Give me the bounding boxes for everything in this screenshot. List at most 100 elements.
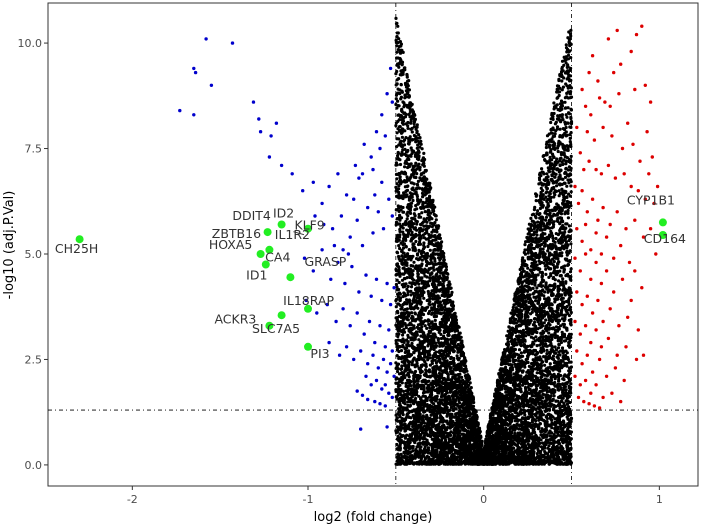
ns-point bbox=[541, 392, 545, 396]
ns-point bbox=[566, 168, 570, 172]
ns-point bbox=[552, 394, 556, 398]
ns-point bbox=[548, 208, 552, 212]
ns-point bbox=[408, 396, 413, 400]
ns-point bbox=[569, 154, 573, 158]
ns-point bbox=[395, 145, 399, 149]
ns-point bbox=[550, 152, 555, 156]
ns-point bbox=[414, 239, 418, 244]
plot-border bbox=[47, 2, 699, 487]
ns-point bbox=[406, 400, 410, 404]
ns-point bbox=[568, 140, 572, 144]
ns-point bbox=[569, 190, 573, 194]
ns-point bbox=[564, 130, 568, 134]
ns-point bbox=[433, 259, 437, 263]
ns-point bbox=[428, 248, 432, 252]
ns-point bbox=[396, 99, 400, 103]
ns-point bbox=[394, 299, 398, 303]
ns-point bbox=[422, 433, 427, 438]
data-points bbox=[75, 16, 667, 466]
ns-point bbox=[423, 324, 427, 328]
ns-point bbox=[563, 106, 568, 110]
ns-point bbox=[552, 191, 556, 195]
ns-point bbox=[563, 202, 567, 206]
ns-point bbox=[541, 413, 546, 417]
ns-point bbox=[567, 165, 572, 169]
ns-point bbox=[429, 347, 433, 351]
ns-point bbox=[407, 248, 411, 252]
ns-point bbox=[395, 309, 400, 313]
ns-point bbox=[524, 274, 528, 278]
ns-point bbox=[545, 348, 549, 352]
ns-point bbox=[423, 210, 427, 214]
ns-point bbox=[534, 335, 538, 339]
ns-point bbox=[395, 344, 399, 349]
ns-point bbox=[567, 192, 571, 196]
ns-point bbox=[560, 209, 564, 213]
ns-point bbox=[563, 313, 568, 317]
ns-point bbox=[541, 154, 545, 158]
ns-point bbox=[521, 328, 526, 332]
ns-point bbox=[564, 43, 568, 47]
ns-point bbox=[543, 450, 547, 454]
ns-point bbox=[420, 276, 424, 280]
ns-point bbox=[394, 341, 398, 345]
ns-point bbox=[544, 142, 549, 146]
ns-point bbox=[401, 333, 405, 337]
ns-point bbox=[524, 240, 528, 244]
ns-point bbox=[418, 168, 422, 172]
ns-point bbox=[409, 338, 413, 342]
ns-point bbox=[567, 318, 571, 322]
ns-point bbox=[394, 97, 398, 101]
ns-point bbox=[539, 174, 543, 178]
ns-point bbox=[411, 198, 415, 203]
ns-point bbox=[403, 165, 407, 169]
ns-point bbox=[461, 432, 465, 436]
ns-point bbox=[562, 404, 567, 408]
ns-point bbox=[412, 260, 416, 264]
ns-point bbox=[565, 91, 569, 95]
ns-point bbox=[428, 325, 432, 330]
ns-point bbox=[439, 344, 443, 348]
ns-point bbox=[566, 106, 570, 110]
ns-point bbox=[409, 239, 413, 243]
ns-point bbox=[406, 91, 410, 95]
ns-point bbox=[538, 224, 542, 228]
ns-point bbox=[472, 400, 476, 405]
ns-point bbox=[528, 296, 532, 300]
ns-point bbox=[420, 325, 424, 329]
ns-point bbox=[564, 388, 568, 392]
ns-point bbox=[557, 279, 561, 283]
ns-point bbox=[559, 444, 563, 448]
ns-point bbox=[398, 162, 403, 167]
ns-point bbox=[407, 411, 411, 415]
ns-point bbox=[419, 139, 423, 143]
ns-point bbox=[538, 206, 543, 211]
ns-point bbox=[418, 230, 422, 234]
ns-point bbox=[527, 388, 531, 392]
ns-point bbox=[555, 125, 560, 129]
ns-point bbox=[569, 86, 574, 90]
ns-point bbox=[397, 104, 401, 108]
ns-point bbox=[529, 216, 533, 220]
ns-point bbox=[520, 315, 524, 319]
ns-point bbox=[402, 389, 406, 393]
ns-point bbox=[540, 274, 545, 278]
not-significant-cloud bbox=[394, 16, 574, 466]
ns-point bbox=[560, 254, 564, 258]
ns-point bbox=[552, 212, 556, 216]
ns-point bbox=[514, 293, 518, 297]
ns-point bbox=[517, 453, 521, 457]
ns-point bbox=[412, 226, 416, 230]
ns-point bbox=[505, 428, 509, 432]
ns-point bbox=[526, 251, 530, 255]
ns-point bbox=[552, 111, 556, 116]
ns-point bbox=[397, 244, 401, 248]
ns-point bbox=[396, 113, 400, 117]
ns-point bbox=[520, 420, 524, 424]
ns-point bbox=[395, 69, 399, 74]
ns-point bbox=[402, 143, 407, 147]
ns-point bbox=[423, 286, 427, 290]
ns-point bbox=[545, 409, 549, 413]
ns-point bbox=[409, 233, 413, 237]
